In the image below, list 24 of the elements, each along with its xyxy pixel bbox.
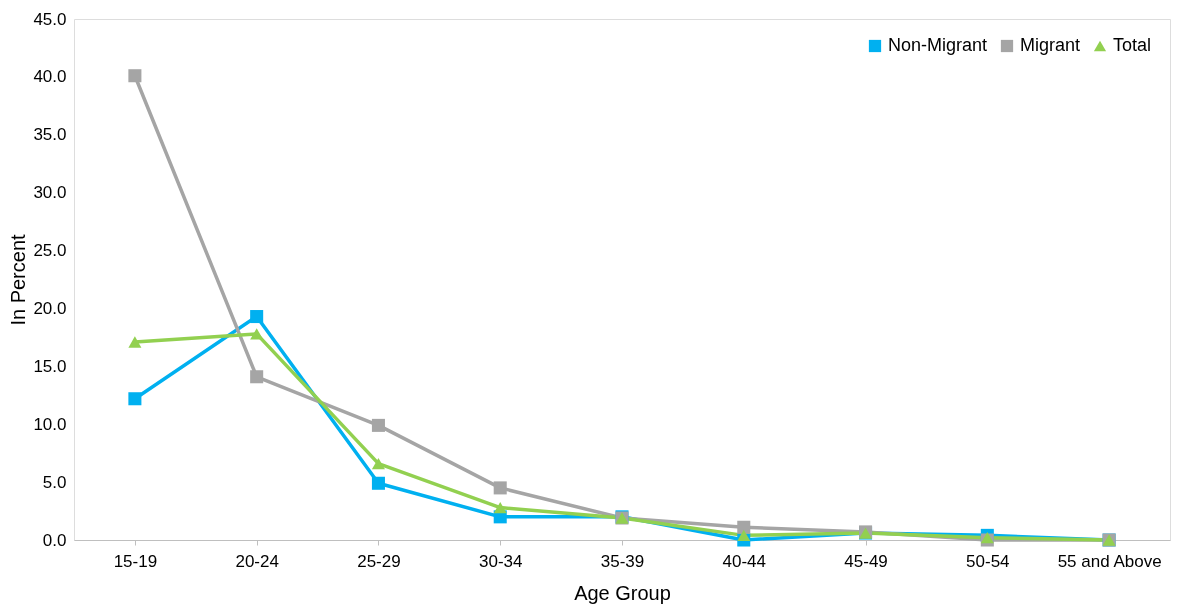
x-tick-label: 45-49 <box>844 551 888 571</box>
legend-label: Total <box>1113 35 1152 55</box>
y-tick-label: 10.0 <box>33 414 67 434</box>
y-tick-label: 5.0 <box>42 472 67 492</box>
x-tick-label: 30-34 <box>478 551 523 571</box>
legend-label: Non-Migrant <box>888 35 988 55</box>
y-tick-label: 20.0 <box>33 298 67 318</box>
y-tick-label: 0.0 <box>42 530 67 550</box>
x-tick-label: 25-29 <box>357 551 401 571</box>
y-tick-label: 35.0 <box>33 125 67 145</box>
x-tick-label: 15-19 <box>113 551 158 571</box>
y-tick-label: 45.0 <box>33 9 67 29</box>
y-tick-label: 25.0 <box>33 241 67 261</box>
x-tick-label: 50-54 <box>966 551 1010 571</box>
y-tick-label: 30.0 <box>33 183 67 203</box>
x-tick-label: 40-44 <box>722 551 767 571</box>
y-tick-label: 40.0 <box>33 67 67 87</box>
y-tick-label: 15.0 <box>33 356 67 376</box>
y-axis-title: In Percent <box>7 233 30 326</box>
legend-label: Migrant <box>1020 35 1081 55</box>
x-axis-title: Age Group <box>574 581 671 604</box>
x-tick-label: 20-24 <box>235 551 279 571</box>
x-tick-label: 35-39 <box>600 551 645 571</box>
x-tick-label: 55 and Above <box>1057 551 1162 571</box>
